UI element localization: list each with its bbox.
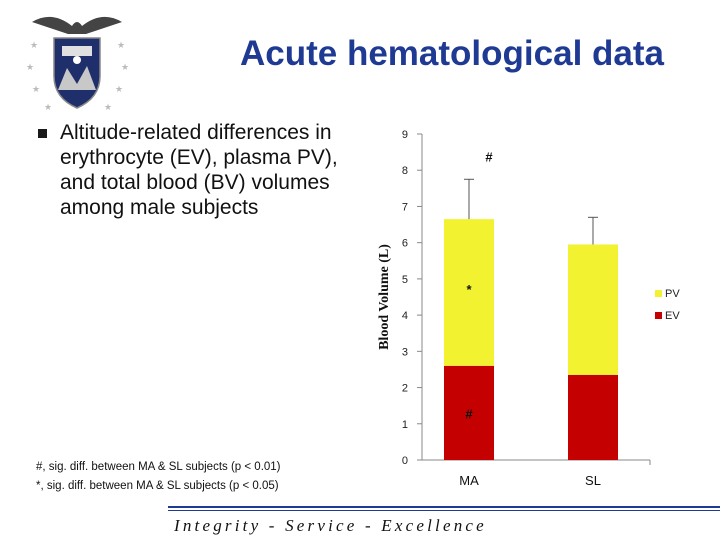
significance-marker: *: [466, 282, 472, 297]
y-tick-label: 9: [402, 129, 408, 141]
y-tick-label: 1: [402, 419, 408, 431]
legend-swatch-pv: [655, 290, 662, 297]
academy-emblem-logo: ★ ★ ★ ★ ★ ★ ★ ★: [26, 16, 129, 112]
footer-motto: Integrity - Service - Excellence: [174, 516, 487, 535]
bar-pv-sl: [568, 244, 618, 375]
footer-divider-thick: [168, 506, 720, 508]
svg-text:★: ★: [115, 84, 123, 94]
y-tick-label: 3: [402, 346, 408, 358]
y-axis-title: Blood Volume (L): [377, 244, 392, 350]
blood-volume-chart: 0 1 2 3 4 5 6 7 8 9 Blood Volume (L) MA SL # * # PV EV: [377, 129, 680, 488]
y-tick-label: 6: [402, 238, 408, 250]
legend-label-ev: EV: [665, 310, 680, 322]
bar-pv-ma: [444, 219, 494, 366]
y-tick-label: 7: [402, 201, 408, 213]
square-bullet-icon: [38, 129, 47, 138]
svg-text:★: ★: [30, 40, 38, 50]
significance-marker: #: [485, 150, 493, 165]
svg-text:★: ★: [117, 40, 125, 50]
svg-text:★: ★: [26, 62, 34, 72]
footer-divider-thin: [168, 510, 720, 511]
note-p001: #, sig. diff. between MA & SL subjects (…: [36, 461, 281, 473]
y-tick-label: 5: [402, 274, 408, 286]
significance-marker: #: [465, 407, 473, 422]
svg-text:★: ★: [32, 84, 40, 94]
svg-text:★: ★: [121, 62, 129, 72]
svg-text:★: ★: [44, 102, 52, 112]
legend-swatch-ev: [655, 312, 662, 319]
significance-notes: #, sig. diff. between MA & SL subjects (…: [36, 458, 376, 496]
y-tick-label: 4: [402, 310, 408, 322]
bullet-text: Altitude-related differences in erythroc…: [60, 121, 338, 219]
y-tick-label: 2: [402, 383, 408, 395]
x-tick-label: MA: [459, 473, 479, 488]
svg-text:★: ★: [104, 102, 112, 112]
bar-ev-ma: [444, 365, 494, 460]
y-tick-label: 8: [402, 165, 408, 177]
note-p005: *, sig. diff. between MA & SL subjects (…: [36, 480, 279, 492]
legend-label-pv: PV: [665, 288, 680, 300]
y-tick-label: 0: [402, 455, 408, 467]
x-tick-label: SL: [585, 473, 601, 488]
bar-ev-sl: [568, 374, 618, 460]
slide-title: Acute hematological data: [240, 34, 664, 73]
